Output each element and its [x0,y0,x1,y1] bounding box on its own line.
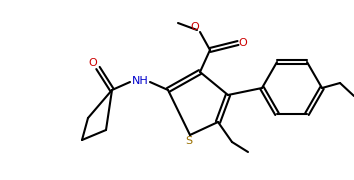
Text: O: O [190,22,199,32]
Text: O: O [88,58,97,68]
Text: S: S [185,136,193,146]
Text: O: O [239,38,247,48]
Text: NH: NH [132,76,148,86]
